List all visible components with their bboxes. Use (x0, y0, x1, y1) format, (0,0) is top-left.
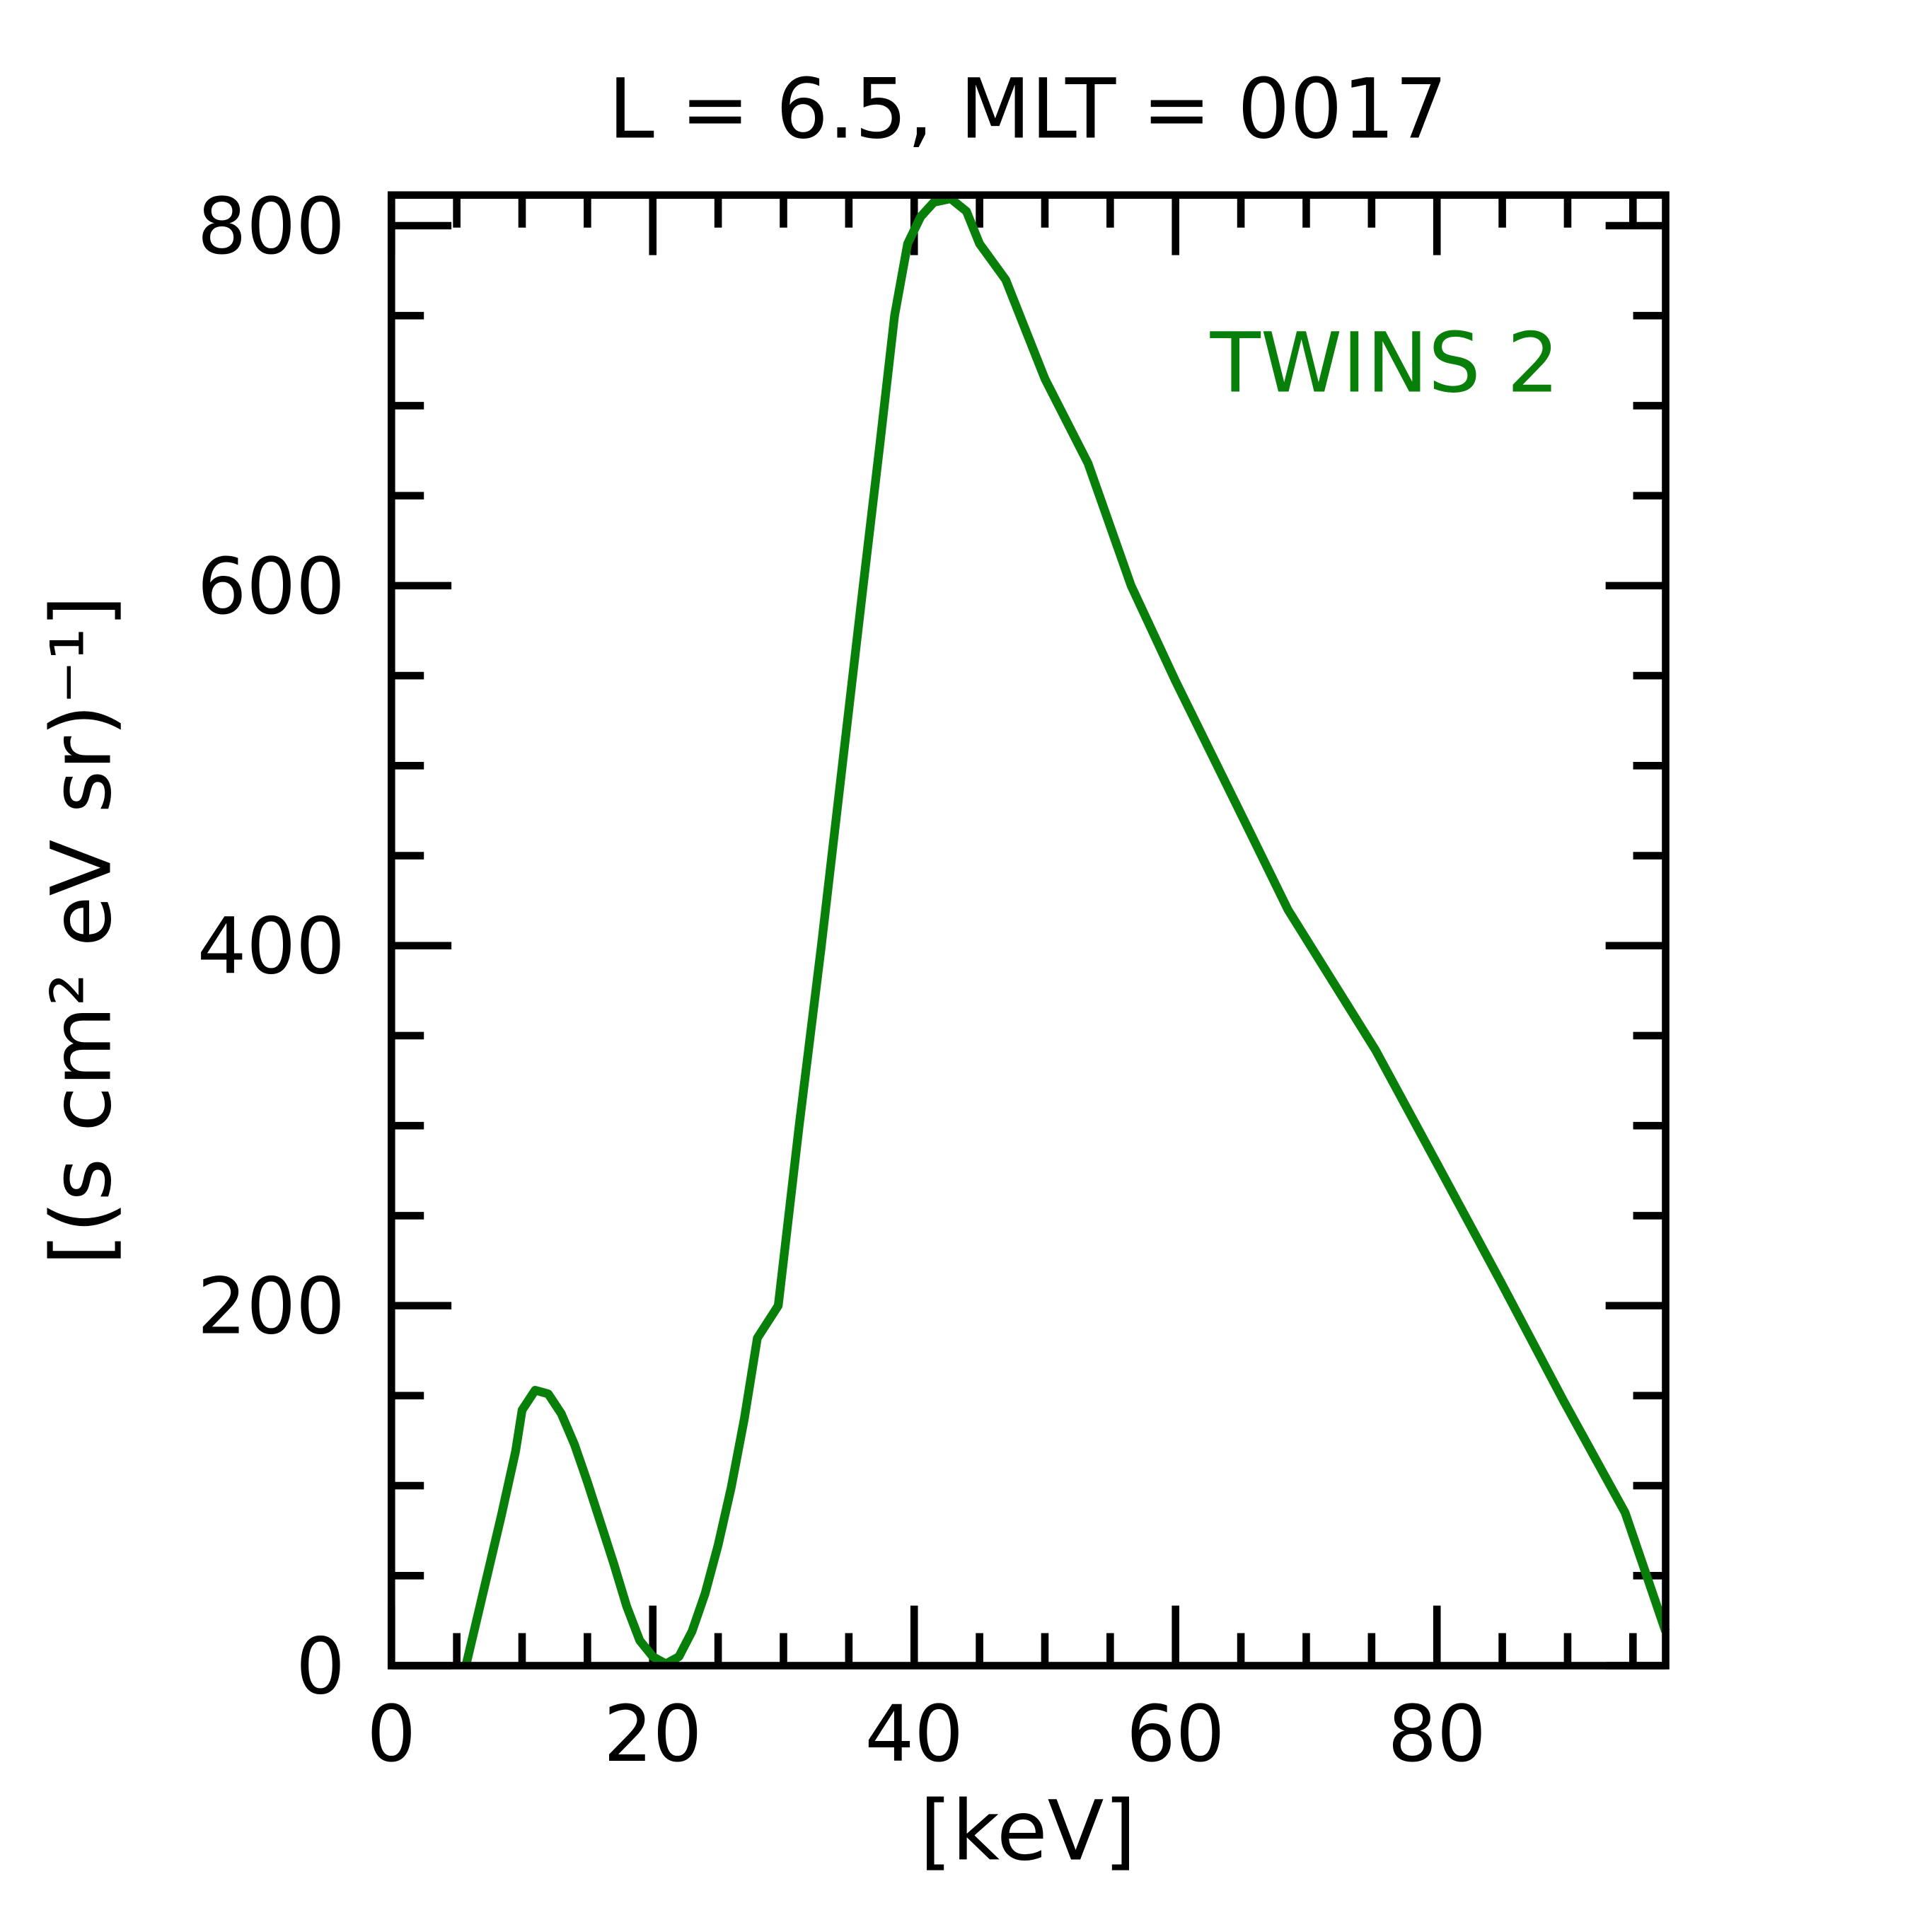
x-axis-label: [keV] (920, 1783, 1136, 1879)
x-tick-label: 80 (1387, 1689, 1486, 1779)
x-tick-label: 20 (603, 1689, 702, 1779)
chart-title: L = 6.5, MLT = 0017 (608, 61, 1447, 157)
y-tick-label: 200 (197, 1261, 345, 1352)
y-tick-label: 800 (197, 181, 345, 272)
y-tick-label: 600 (197, 541, 345, 632)
x-tick-label: 0 (366, 1689, 416, 1779)
x-tick-label: 60 (1126, 1689, 1225, 1779)
data-line (461, 194, 1670, 1669)
x-tick-label: 40 (865, 1689, 964, 1779)
y-tick-label: 0 (296, 1621, 345, 1711)
legend-label: TWINS 2 (1210, 315, 1560, 411)
plot-frame (387, 191, 1670, 1670)
y-axis-label: [(s cm² eV sr)⁻¹] (34, 595, 130, 1265)
y-tick-label: 400 (197, 901, 345, 992)
